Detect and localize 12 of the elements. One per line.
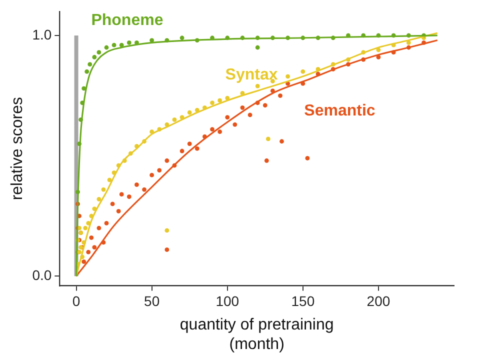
y-tick-label: 0.0 bbox=[32, 267, 52, 284]
y-axis-title: relative scores bbox=[9, 97, 26, 200]
y-tick-label: 1.0 bbox=[32, 26, 52, 42]
x-tick-label: 100 bbox=[216, 293, 240, 310]
series-label: Syntax bbox=[225, 66, 278, 84]
series-label: Semantic bbox=[304, 102, 376, 120]
series-label: Phoneme bbox=[91, 12, 164, 29]
x-axis-title: quantity of pretraining (month) bbox=[180, 316, 334, 353]
x-tick-label: 50 bbox=[144, 293, 160, 310]
x-tick-label: 200 bbox=[366, 293, 390, 310]
x-tick-label: 150 bbox=[291, 293, 315, 310]
x-tick-label: 0 bbox=[72, 293, 80, 310]
